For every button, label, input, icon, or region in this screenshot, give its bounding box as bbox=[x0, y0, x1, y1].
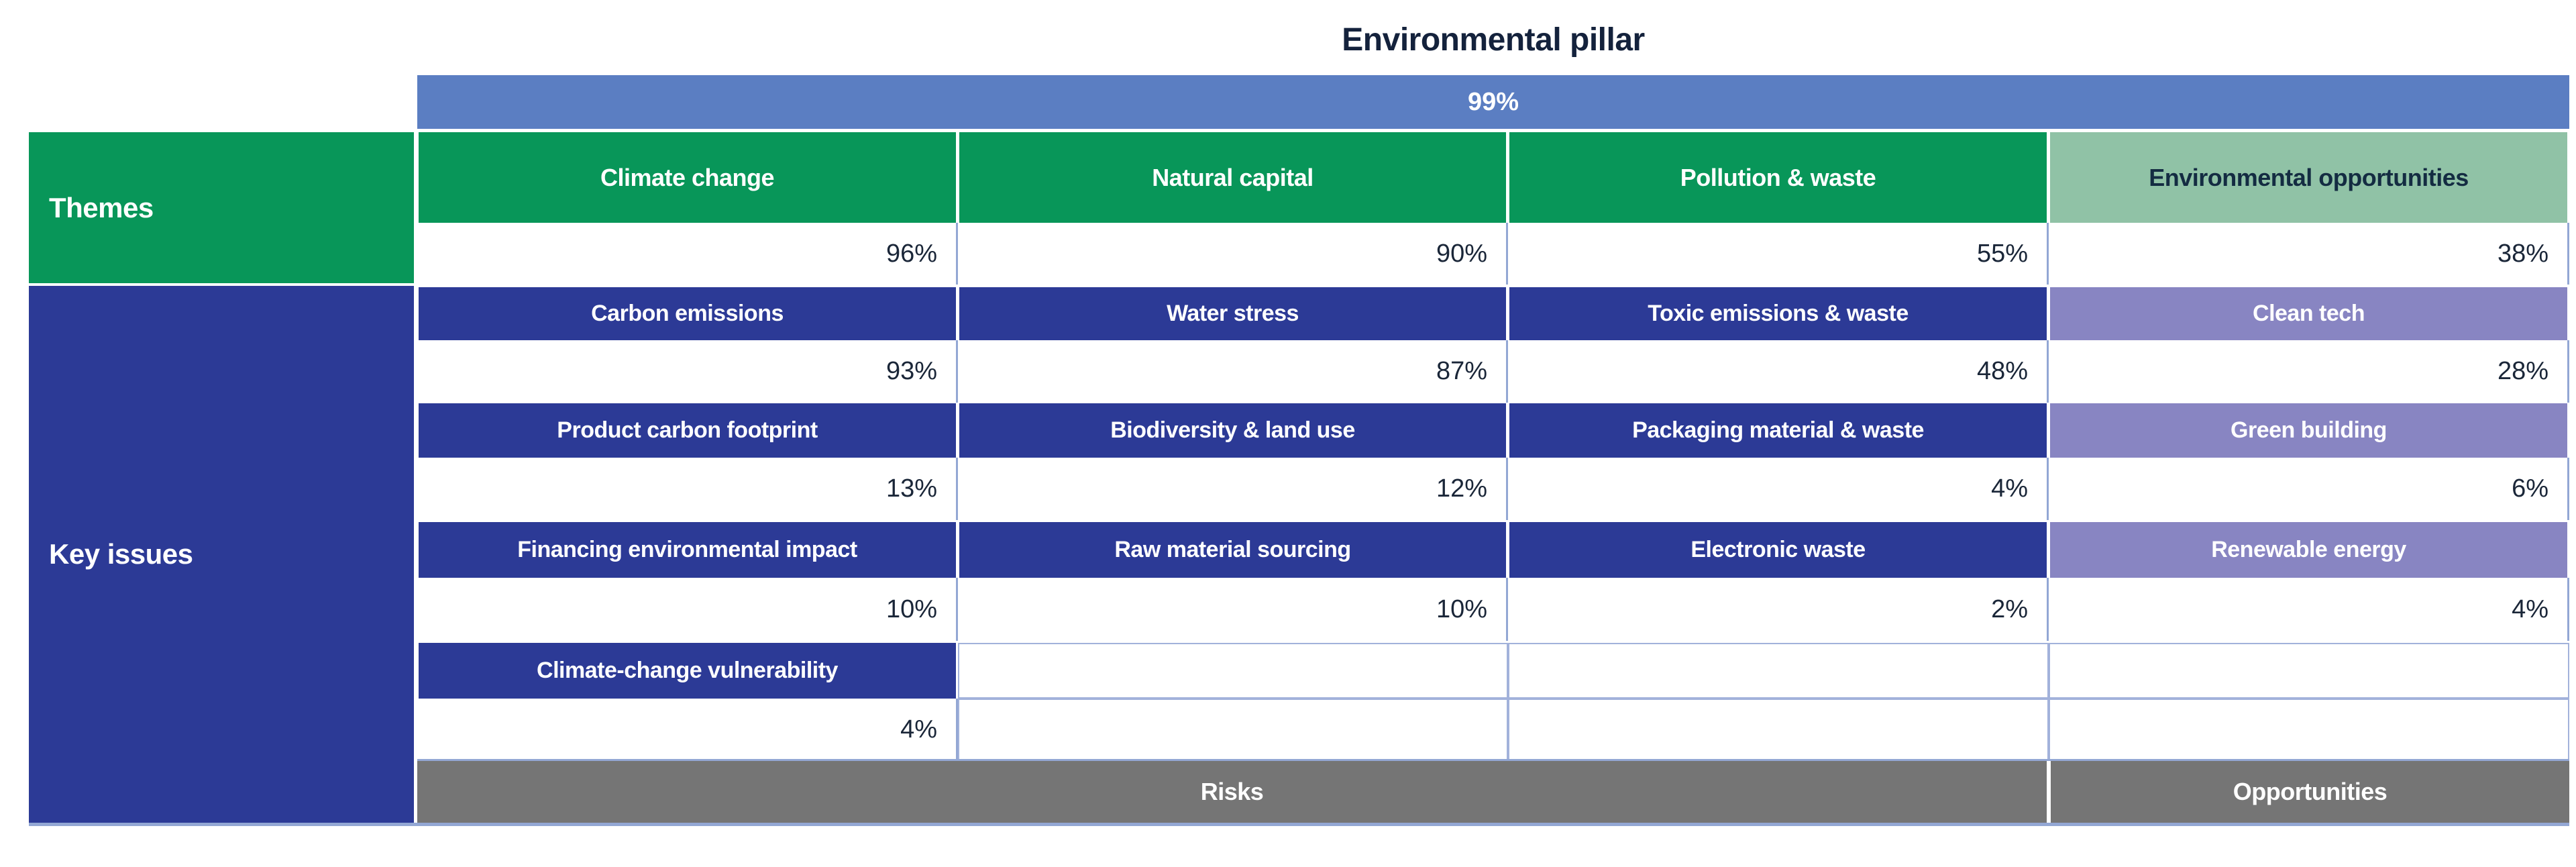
empty-cell bbox=[2049, 643, 2569, 699]
theme-header-environmental-opportunities: Environmental opportunities bbox=[2050, 132, 2567, 223]
bottom-border bbox=[29, 823, 2569, 826]
issue-value-water-stress: 87% bbox=[958, 340, 1508, 403]
issue-value-product-carbon-footprint: 13% bbox=[417, 458, 958, 520]
theme-value-natural-capital: 90% bbox=[958, 223, 1508, 285]
issue-value-electronic-waste: 2% bbox=[1508, 578, 2049, 641]
footer-top-border bbox=[417, 759, 2569, 761]
theme-header-pollution-waste: Pollution & waste bbox=[1509, 132, 2047, 223]
empty-cell bbox=[958, 699, 1508, 760]
row-label-themes: Themes bbox=[29, 132, 414, 283]
theme-value-climate-change: 96% bbox=[417, 223, 958, 285]
issue-value-raw-material-sourcing: 10% bbox=[958, 578, 1508, 641]
issue-header-biodiversity-land-use: Biodiversity & land use bbox=[959, 403, 1506, 458]
empty-cell bbox=[1508, 643, 2049, 699]
theme-header-natural-capital: Natural capital bbox=[959, 132, 1506, 223]
issue-header-clean-tech: Clean tech bbox=[2050, 287, 2567, 340]
issue-value-toxic-emissions-waste: 48% bbox=[1508, 340, 2049, 403]
issue-header-raw-material-sourcing: Raw material sourcing bbox=[959, 522, 1506, 578]
issue-header-toxic-emissions-waste: Toxic emissions & waste bbox=[1509, 287, 2047, 340]
pillar-weight-bar: 99% bbox=[417, 75, 2569, 129]
issue-value-climate-change-vulnerability: 4% bbox=[417, 699, 958, 760]
pillar-weight-value: 99% bbox=[1467, 87, 1519, 116]
empty-cell bbox=[1508, 699, 2049, 760]
issue-value-financing-environmental-impact: 10% bbox=[417, 578, 958, 641]
theme-value-environmental-opportunities: 38% bbox=[2049, 223, 2569, 285]
theme-header-climate-change: Climate change bbox=[419, 132, 956, 223]
issue-value-green-building: 6% bbox=[2049, 458, 2569, 520]
issue-header-water-stress: Water stress bbox=[959, 287, 1506, 340]
issue-header-product-carbon-footprint: Product carbon footprint bbox=[419, 403, 956, 458]
figure-title: Environmental pillar bbox=[1342, 21, 1645, 58]
row-label-key-issues: Key issues bbox=[29, 286, 414, 823]
footer-risks-bar: Risks bbox=[417, 761, 2047, 823]
issue-header-financing-environmental-impact: Financing environmental impact bbox=[419, 522, 956, 578]
empty-cell bbox=[2049, 699, 2569, 760]
issue-value-carbon-emissions: 93% bbox=[417, 340, 958, 403]
issue-value-biodiversity-land-use: 12% bbox=[958, 458, 1508, 520]
issue-header-electronic-waste: Electronic waste bbox=[1509, 522, 2047, 578]
issue-header-packaging-material-waste: Packaging material & waste bbox=[1509, 403, 2047, 458]
issue-value-packaging-material-waste: 4% bbox=[1508, 458, 2049, 520]
issue-value-clean-tech: 28% bbox=[2049, 340, 2569, 403]
theme-value-pollution-waste: 55% bbox=[1508, 223, 2049, 285]
issue-header-carbon-emissions: Carbon emissions bbox=[419, 287, 956, 340]
footer-opportunities-bar: Opportunities bbox=[2051, 761, 2569, 823]
empty-cell bbox=[958, 643, 1508, 699]
issue-value-renewable-energy: 4% bbox=[2049, 578, 2569, 641]
issue-header-climate-change-vulnerability: Climate-change vulnerability bbox=[419, 643, 956, 699]
issue-header-renewable-energy: Renewable energy bbox=[2050, 522, 2567, 578]
issue-header-green-building: Green building bbox=[2050, 403, 2567, 458]
